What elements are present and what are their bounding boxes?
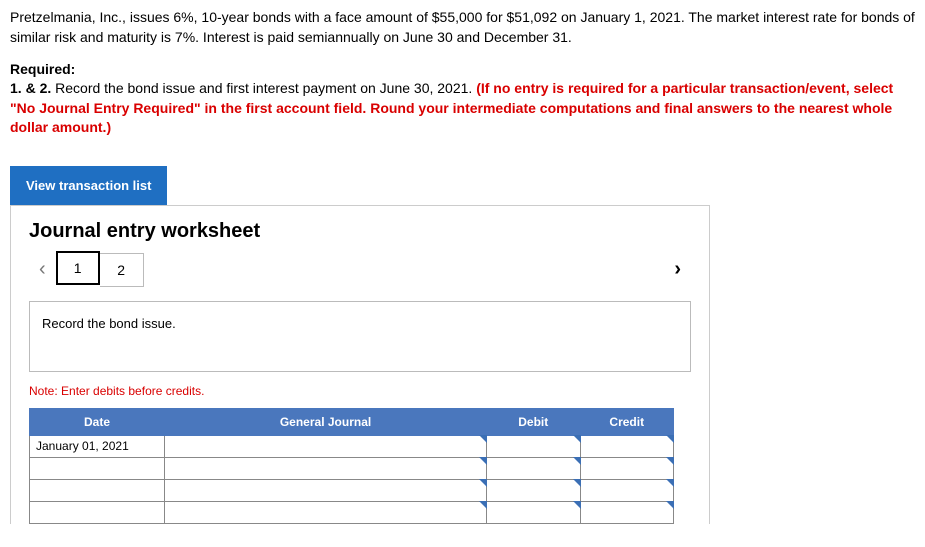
header-date: Date	[30, 408, 165, 435]
required-body: Record the bond issue and first interest…	[55, 80, 476, 96]
tab-2[interactable]: 2	[100, 253, 144, 287]
date-cell[interactable]	[30, 457, 165, 479]
chevron-left-icon[interactable]: ‹	[29, 258, 56, 281]
worksheet-title: Journal entry worksheet	[29, 220, 691, 243]
view-transaction-list-button[interactable]: View transaction list	[10, 166, 167, 205]
instruction-box: Record the bond issue.	[29, 301, 691, 372]
credit-cell[interactable]	[580, 457, 674, 479]
account-cell[interactable]	[165, 479, 487, 501]
journal-entry-worksheet: Journal entry worksheet ‹ 1 2 › Record t…	[10, 205, 710, 524]
debit-cell[interactable]	[487, 457, 580, 479]
header-debit: Debit	[487, 408, 580, 435]
account-cell[interactable]	[165, 501, 487, 523]
tab-1[interactable]: 1	[56, 251, 100, 285]
debit-cell[interactable]	[487, 479, 580, 501]
debit-cell[interactable]	[487, 501, 580, 523]
table-row	[30, 501, 674, 523]
debits-before-credits-note: Note: Enter debits before credits.	[29, 384, 691, 398]
date-cell[interactable]	[30, 479, 165, 501]
chevron-right-icon[interactable]: ›	[664, 258, 691, 281]
date-cell[interactable]: January 01, 2021	[30, 435, 165, 457]
credit-cell[interactable]	[580, 435, 674, 457]
problem-statement: Pretzelmania, Inc., issues 6%, 10-year b…	[10, 8, 915, 47]
header-credit: Credit	[580, 408, 674, 435]
table-row	[30, 479, 674, 501]
required-lead: 1. & 2.	[10, 80, 55, 96]
account-cell[interactable]	[165, 435, 487, 457]
tab-row: ‹ 1 2 ›	[29, 253, 691, 287]
date-cell[interactable]	[30, 501, 165, 523]
debit-cell[interactable]	[487, 435, 580, 457]
credit-cell[interactable]	[580, 501, 674, 523]
required-label: Required:	[10, 61, 915, 77]
header-general-journal: General Journal	[165, 408, 487, 435]
table-row: January 01, 2021	[30, 435, 674, 457]
journal-entry-table: Date General Journal Debit Credit Januar…	[29, 408, 674, 524]
table-row	[30, 457, 674, 479]
required-text: 1. & 2. Record the bond issue and first …	[10, 79, 915, 138]
account-cell[interactable]	[165, 457, 487, 479]
credit-cell[interactable]	[580, 479, 674, 501]
